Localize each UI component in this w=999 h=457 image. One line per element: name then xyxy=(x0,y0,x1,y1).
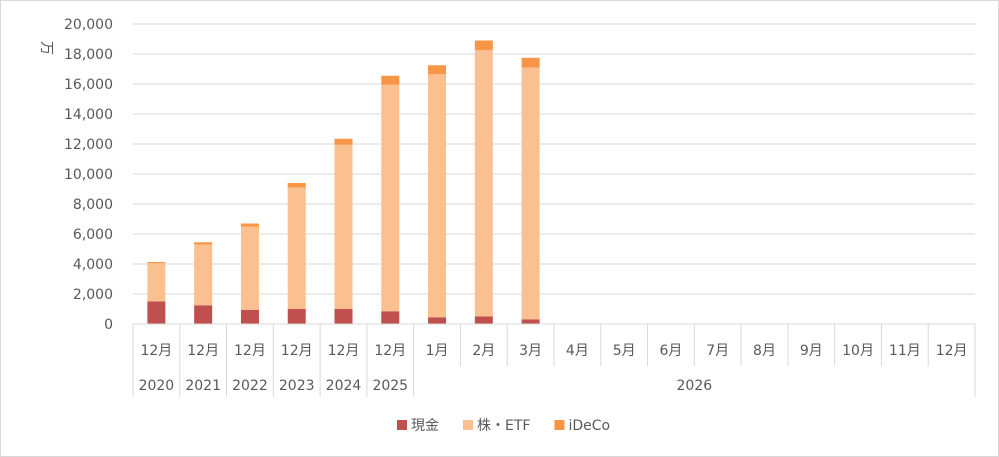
bar-segment xyxy=(521,319,540,324)
bar-segment xyxy=(521,57,540,68)
bar-segment xyxy=(474,316,493,324)
y-tick-label: 12,000 xyxy=(64,137,113,153)
y-tick-label: 16,000 xyxy=(64,77,113,93)
bar-segment xyxy=(194,244,213,306)
bar-segment xyxy=(334,309,353,324)
year-group-label: 2023 xyxy=(279,378,315,394)
year-group-label: 2024 xyxy=(326,378,362,394)
year-group-label: 2020 xyxy=(139,378,175,394)
bar-segment xyxy=(287,183,306,188)
x-tick-label: 12月 xyxy=(187,343,219,359)
year-group-label: 2022 xyxy=(232,378,268,394)
bar-segment xyxy=(381,75,400,85)
x-tick-label: 8月 xyxy=(753,343,776,359)
bar-segment xyxy=(147,262,166,264)
bar-segment xyxy=(194,305,213,324)
x-tick-label: 12月 xyxy=(140,343,172,359)
bar-segment xyxy=(474,40,493,51)
year-group-label: 2025 xyxy=(372,378,408,394)
y-tick-label: 14,000 xyxy=(64,107,113,123)
y-tick-label: 8,000 xyxy=(73,197,113,213)
y-tick-label: 4,000 xyxy=(73,257,113,273)
bar-segment xyxy=(474,50,493,317)
year-group-label: 2026 xyxy=(677,378,713,394)
x-tick-label: 12月 xyxy=(281,343,313,359)
bar-segment xyxy=(147,301,166,324)
legend-label: 現金 xyxy=(411,418,439,434)
x-tick-label: 3月 xyxy=(519,343,542,359)
bar-segment xyxy=(521,67,540,320)
x-tick-label: 1月 xyxy=(426,343,449,359)
bar-segment xyxy=(428,74,447,318)
y-axis-label: 万 xyxy=(38,41,54,55)
y-tick-label: 10,000 xyxy=(64,167,113,183)
x-tick-label: 5月 xyxy=(613,343,636,359)
legend: 現金 株・ETF iDeCo xyxy=(397,418,610,434)
bar-segment xyxy=(240,226,259,310)
bar-segment xyxy=(428,65,447,75)
bar-segment xyxy=(381,311,400,324)
bar-segment xyxy=(194,242,213,245)
x-tick-label: 12月 xyxy=(936,343,968,359)
legend-swatch xyxy=(554,420,565,430)
x-tick-label: 2月 xyxy=(472,343,495,359)
bar-segment xyxy=(240,223,259,227)
x-axis: 12月 12月 12月 12月 12月 12月 1月 2月 3月 4月 5月 6月 7月 8月 9月 10月 1… xyxy=(132,323,976,397)
x-tick-label: 7月 xyxy=(706,343,729,359)
x-tick-label: 10月 xyxy=(842,343,874,359)
bar-segment xyxy=(334,138,353,145)
legend-label: iDeCo xyxy=(568,418,610,434)
bar-segment xyxy=(287,187,306,309)
bar-segment xyxy=(147,263,166,302)
y-tick-label: 20,000 xyxy=(64,17,113,33)
bars xyxy=(147,40,540,324)
x-tick-label: 6月 xyxy=(659,343,682,359)
legend-swatch xyxy=(397,420,407,430)
bar-segment xyxy=(381,84,400,312)
x-tick-label: 12月 xyxy=(374,343,406,359)
x-tick-label: 12月 xyxy=(234,343,266,359)
legend-label: 株・ETF xyxy=(477,418,530,434)
y-tick-label: 18,000 xyxy=(64,47,113,63)
year-group-label: 2021 xyxy=(185,378,221,394)
y-axis-ticks: 0 2,000 4,000 6,000 8,000 10,000 12,000 14,000 1… xyxy=(64,17,113,333)
gridlines xyxy=(133,23,975,325)
legend-swatch xyxy=(463,420,473,430)
y-tick-label: 2,000 xyxy=(73,287,113,303)
x-tick-label: 4月 xyxy=(566,343,589,359)
bar-segment xyxy=(428,317,447,324)
x-tick-label: 12月 xyxy=(328,343,360,359)
y-tick-label: 0 xyxy=(104,317,113,333)
x-tick-label: 11月 xyxy=(889,343,921,359)
x-tick-label: 9月 xyxy=(800,343,823,359)
bar-segment xyxy=(240,309,259,324)
y-tick-label: 6,000 xyxy=(73,227,113,243)
bar-segment xyxy=(334,144,353,309)
bar-segment xyxy=(287,309,306,324)
